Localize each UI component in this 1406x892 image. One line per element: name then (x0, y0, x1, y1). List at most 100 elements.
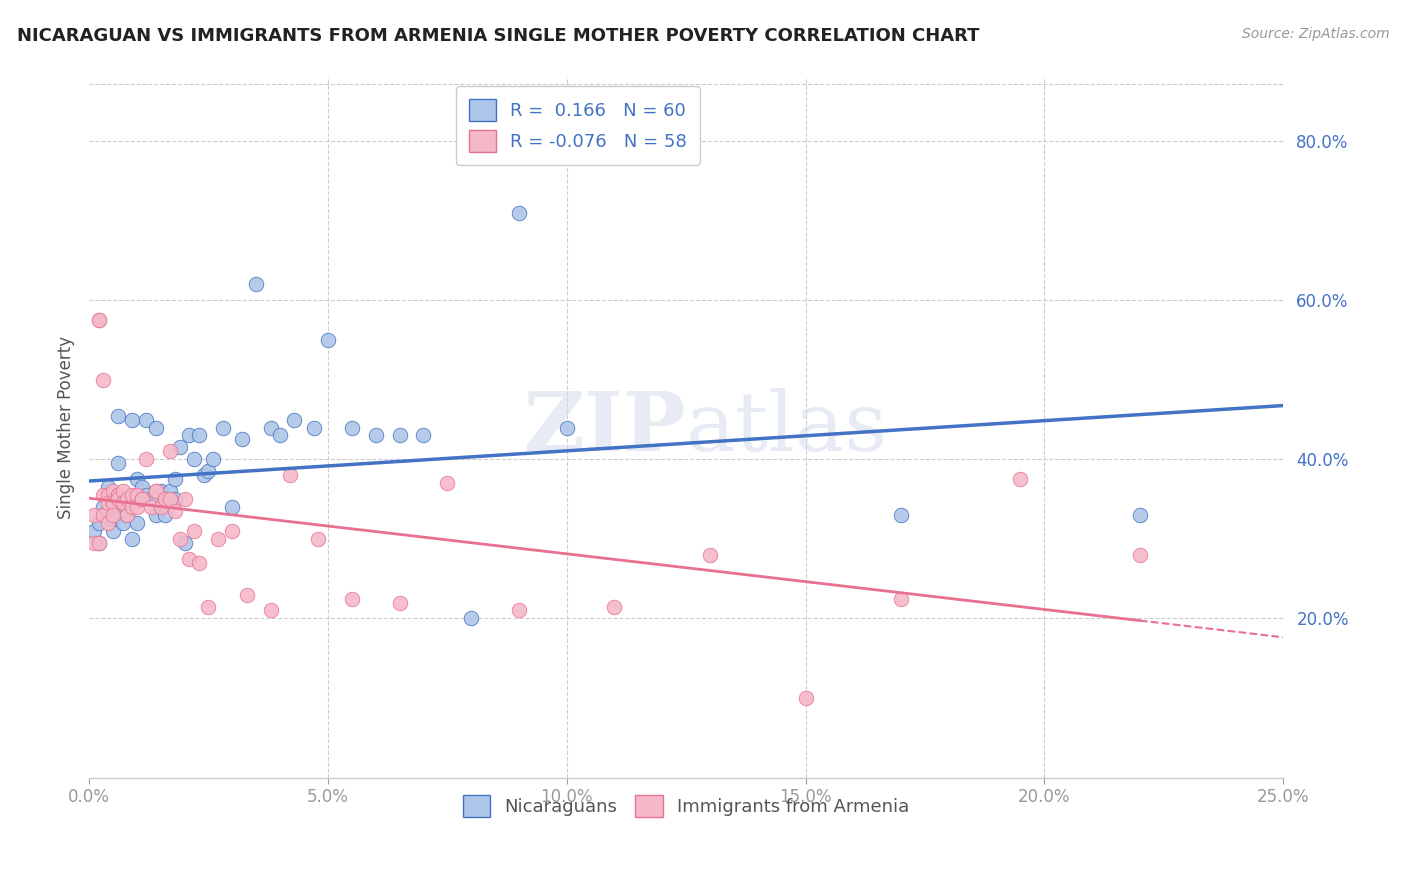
Point (388, 428, 411, 442)
Point (183, 452, 205, 467)
Point (259, 603, 281, 617)
Point (125, 500, 148, 514)
Point (197, 464, 219, 478)
Point (187, 428, 209, 442)
Point (555, 420, 578, 434)
Legend: Nicaraguans, Immigrants from Armenia: Nicaraguans, Immigrants from Armenia (456, 788, 917, 824)
Point (97, 516, 120, 530)
Text: Source: ZipAtlas.com: Source: ZipAtlas.com (1241, 27, 1389, 41)
Point (111, 500, 134, 514)
Point (179, 428, 201, 442)
Point (193, 468, 215, 483)
Point (107, 500, 129, 514)
Point (460, 611, 482, 625)
Point (307, 532, 329, 546)
Text: NICARAGUAN VS IMMIGRANTS FROM ARMENIA SINGLE MOTHER POVERTY CORRELATION CHART: NICARAGUAN VS IMMIGRANTS FROM ARMENIA SI… (17, 27, 980, 45)
Point (149, 484, 172, 499)
Point (187, 556, 209, 570)
Text: atlas: atlas (686, 387, 889, 467)
Point (159, 444, 181, 458)
Point (155, 508, 177, 522)
Point (107, 488, 129, 502)
Point (302, 420, 325, 434)
Point (107, 492, 129, 507)
Point (163, 492, 186, 507)
Point (87, 516, 110, 530)
Point (125, 488, 148, 502)
Point (101, 508, 124, 522)
Point (97, 488, 120, 502)
Point (121, 412, 143, 426)
Point (101, 524, 124, 538)
Point (111, 516, 134, 530)
Point (149, 500, 172, 514)
Point (145, 508, 167, 522)
Point (202, 452, 225, 467)
Point (121, 488, 143, 502)
Point (183, 524, 205, 538)
Point (145, 484, 167, 499)
Point (207, 532, 229, 546)
Point (155, 492, 177, 507)
Point (1129, 508, 1152, 522)
Point (87, 313, 110, 327)
Point (163, 472, 186, 486)
Point (388, 595, 411, 609)
Point (83, 508, 105, 522)
Point (131, 480, 153, 494)
Point (93, 508, 115, 522)
Y-axis label: Single Mother Poverty: Single Mother Poverty (58, 336, 75, 519)
Point (179, 551, 201, 566)
Point (278, 468, 301, 483)
Point (111, 484, 134, 499)
Point (117, 508, 139, 522)
Point (283, 412, 305, 426)
Point (93, 508, 115, 522)
Point (93, 500, 115, 514)
Point (159, 484, 181, 499)
Point (93, 488, 115, 502)
Point (245, 277, 267, 292)
Point (131, 492, 153, 507)
Point (107, 409, 129, 423)
Point (83, 524, 105, 538)
Point (1010, 472, 1032, 486)
Point (101, 484, 124, 499)
Point (890, 508, 912, 522)
Point (141, 492, 163, 507)
Point (125, 472, 148, 486)
Point (141, 500, 163, 514)
Point (145, 420, 167, 434)
Point (117, 500, 139, 514)
Point (159, 492, 181, 507)
Point (121, 532, 143, 546)
Point (101, 496, 124, 510)
Point (221, 524, 243, 538)
Point (211, 420, 233, 434)
Point (508, 205, 530, 219)
Point (117, 492, 139, 507)
Point (97, 480, 120, 494)
Point (508, 603, 530, 617)
Point (231, 433, 253, 447)
Point (890, 591, 912, 606)
Point (101, 496, 124, 510)
Point (97, 496, 120, 510)
Point (135, 488, 157, 502)
Point (87, 313, 110, 327)
Point (125, 516, 148, 530)
Point (1129, 548, 1152, 562)
Point (131, 492, 153, 507)
Point (436, 476, 458, 491)
Point (111, 496, 134, 510)
Point (101, 512, 124, 526)
Point (93, 373, 115, 387)
Point (169, 532, 191, 546)
Point (97, 488, 120, 502)
Point (259, 420, 281, 434)
Point (155, 492, 177, 507)
Point (117, 508, 139, 522)
Point (107, 456, 129, 470)
Point (163, 504, 186, 518)
Point (699, 548, 721, 562)
